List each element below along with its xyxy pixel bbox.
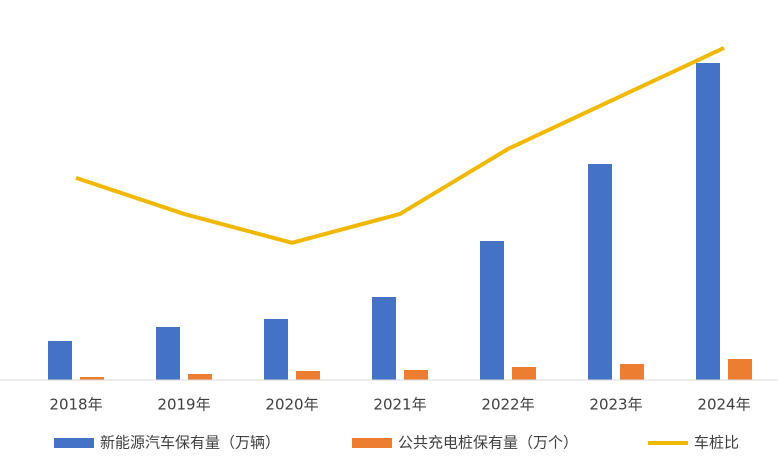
bar xyxy=(728,359,752,380)
bar xyxy=(404,370,428,380)
bar xyxy=(512,367,536,380)
legend-swatch xyxy=(54,438,94,448)
x-tick-label: 2023年 xyxy=(589,396,642,414)
x-tick-label: 2018年 xyxy=(49,396,102,414)
bar xyxy=(188,374,212,380)
legend-label: 车桩比 xyxy=(694,434,739,452)
legend-label: 新能源汽车保有量（万辆） xyxy=(100,434,280,452)
legend-swatch xyxy=(352,438,392,448)
x-tick-label: 2021年 xyxy=(373,396,426,414)
line xyxy=(75,46,725,245)
bar xyxy=(264,319,288,380)
bar xyxy=(588,164,612,380)
bar xyxy=(48,341,72,380)
bar xyxy=(620,364,644,380)
bar xyxy=(696,63,720,380)
x-tick-label: 2020年 xyxy=(265,396,318,414)
bar xyxy=(372,297,396,380)
bar xyxy=(296,371,320,380)
legend-label: 公共充电桩保有量（万个） xyxy=(398,434,578,452)
x-tick-label: 2019年 xyxy=(157,396,210,414)
bar xyxy=(156,327,180,380)
x-tick-label: 2022年 xyxy=(481,396,534,414)
bar xyxy=(480,241,504,380)
bar xyxy=(80,377,104,380)
x-tick-label: 2024年 xyxy=(697,396,750,414)
